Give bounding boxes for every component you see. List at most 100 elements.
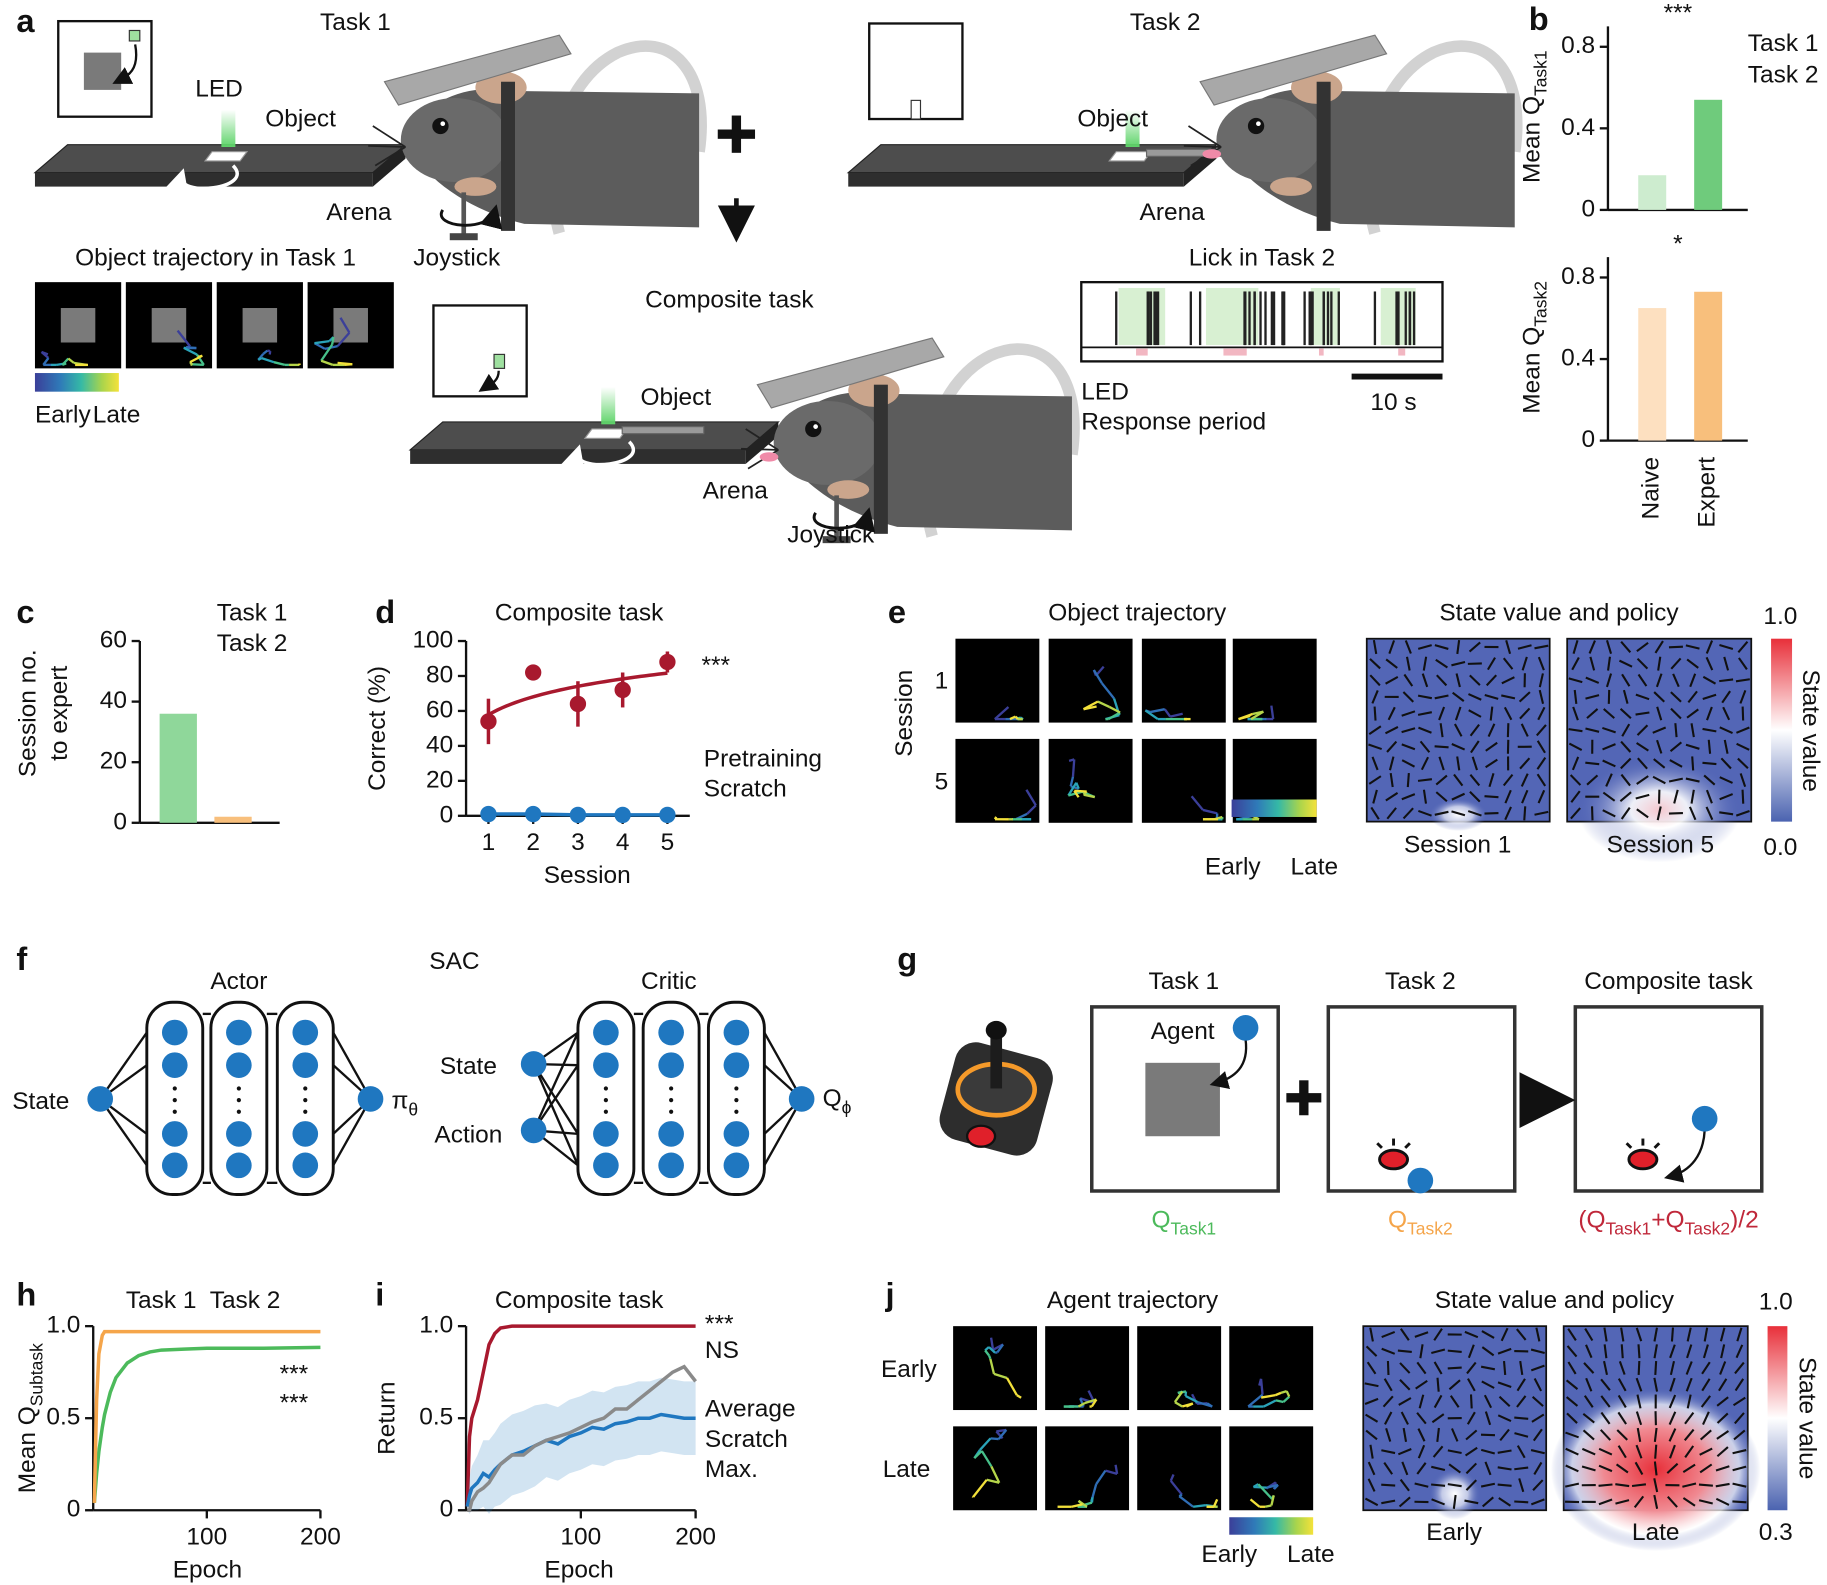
- policy-arrow: [1480, 1482, 1496, 1488]
- y-tick-label: 0.5: [419, 1404, 453, 1431]
- policy-arrow: [1369, 658, 1381, 670]
- trajectory-segment: [1169, 712, 1183, 718]
- label: State: [12, 1088, 69, 1115]
- time-colorbar: [1231, 799, 1317, 817]
- trajectory-segment: [1280, 1390, 1288, 1394]
- neuron: [226, 1052, 252, 1078]
- subscript: θ: [408, 1099, 418, 1119]
- policy-arrow: [1481, 1330, 1495, 1339]
- joystick-arrow: [439, 204, 503, 230]
- policy-arrow: [1583, 1362, 1595, 1374]
- policy-arrow: [1707, 739, 1712, 754]
- led-glow: [1125, 109, 1140, 147]
- trajectory-segment: [61, 357, 70, 366]
- led-ray: [1404, 1142, 1411, 1149]
- policy-arrow: [1669, 741, 1683, 753]
- policy-arrow: [1485, 674, 1498, 687]
- policy-arrow: [1416, 1361, 1427, 1375]
- legend-entry: Task 2: [210, 1287, 281, 1314]
- policy-arrow: [1564, 1482, 1580, 1488]
- policy-arrow: [1602, 791, 1616, 802]
- task-inset: [432, 304, 528, 398]
- policy-arrow: [1373, 706, 1377, 721]
- policy-arrow: [1585, 727, 1600, 733]
- arena-side: [745, 421, 779, 464]
- policy-arrow: [1416, 1412, 1427, 1425]
- subscript: Task2: [1530, 281, 1550, 327]
- policy-arrow: [1654, 1360, 1658, 1376]
- trajectory-segment: [261, 356, 275, 364]
- label: Session: [891, 670, 918, 757]
- whisker: [745, 428, 779, 451]
- policy-arrow: [1481, 1346, 1495, 1357]
- policy-arrow: [1734, 1361, 1745, 1375]
- policy-arrow: [1603, 708, 1615, 719]
- led-icon: [1627, 1148, 1659, 1171]
- policy-arrow: [1518, 691, 1531, 703]
- policy-arrow: [1534, 810, 1549, 816]
- head-plate: [756, 337, 945, 409]
- whisker: [368, 144, 406, 148]
- response-period: [1398, 348, 1406, 356]
- y-tick-label: 0.5: [46, 1404, 80, 1431]
- point: [614, 681, 631, 699]
- x-axis-label: Epoch: [173, 1556, 242, 1583]
- neuron: [161, 1019, 188, 1046]
- policy-arrow: [1498, 1497, 1512, 1507]
- policy-arrow: [1417, 1444, 1426, 1459]
- policy-arrow: [1668, 1428, 1677, 1442]
- point: [614, 806, 631, 824]
- label: Task 1: [1148, 968, 1219, 995]
- policy-arrow: [1532, 1479, 1544, 1491]
- policy-arrow: [1589, 656, 1596, 671]
- policy-arrow: [1670, 1327, 1675, 1342]
- policy-arrow: [1451, 792, 1466, 801]
- policy-arrow: [1517, 644, 1532, 650]
- label: Task 1: [320, 9, 391, 36]
- policy-arrow: [1431, 1413, 1445, 1424]
- trajectory-segment: [1114, 1464, 1119, 1475]
- trajectory-frame: [953, 1426, 1038, 1511]
- label: Lick in Task 2: [1189, 244, 1335, 271]
- neuron: [292, 1121, 319, 1147]
- policy-arrow: [1737, 641, 1749, 654]
- mouse-paw: [454, 177, 497, 196]
- label: State: [440, 1053, 497, 1080]
- arena-front: [848, 172, 1184, 187]
- target-square: [1145, 1062, 1220, 1137]
- policy-arrow: [1433, 1394, 1443, 1409]
- policy-arrow: [1653, 1494, 1659, 1509]
- policy-arrow: [1381, 1449, 1396, 1455]
- policy-arrow: [1615, 1483, 1630, 1488]
- policy-arrow: [1519, 1360, 1524, 1376]
- policy-arrow: [1397, 1448, 1412, 1456]
- policy-arrow: [1736, 726, 1750, 734]
- policy-arrow: [1732, 1482, 1747, 1488]
- policy-arrow: [1367, 1478, 1376, 1492]
- neuron: [161, 1152, 188, 1179]
- target-square: [60, 308, 96, 343]
- x-tick-label: 1: [482, 829, 496, 856]
- policy-arrow: [1653, 1377, 1659, 1392]
- input-node: [520, 1117, 547, 1144]
- policy-arrow: [1381, 1330, 1396, 1339]
- policy-arrow: [1635, 1377, 1643, 1392]
- policy-arrow: [1448, 1463, 1461, 1474]
- label: 1.0: [1763, 603, 1797, 630]
- policy-arrow: [1372, 639, 1378, 655]
- policy-arrow: [1418, 726, 1432, 734]
- policy-arrow: [1438, 756, 1445, 771]
- policy-arrow: [1620, 773, 1631, 787]
- policy-arrow: [1422, 656, 1428, 671]
- connection: [99, 1098, 148, 1167]
- policy-arrow: [1599, 1429, 1612, 1441]
- policy-arrow: [1399, 1378, 1411, 1391]
- policy-arrow: [1385, 675, 1399, 685]
- policy-arrow: [1668, 645, 1683, 649]
- significance: ***: [701, 652, 730, 679]
- policy-arrow: [1715, 1497, 1730, 1506]
- policy-arrow: [1656, 739, 1663, 754]
- policy-arrow: [1715, 1465, 1730, 1472]
- policy-arrow: [1467, 810, 1482, 817]
- y-axis-label: Correct (%): [364, 666, 391, 791]
